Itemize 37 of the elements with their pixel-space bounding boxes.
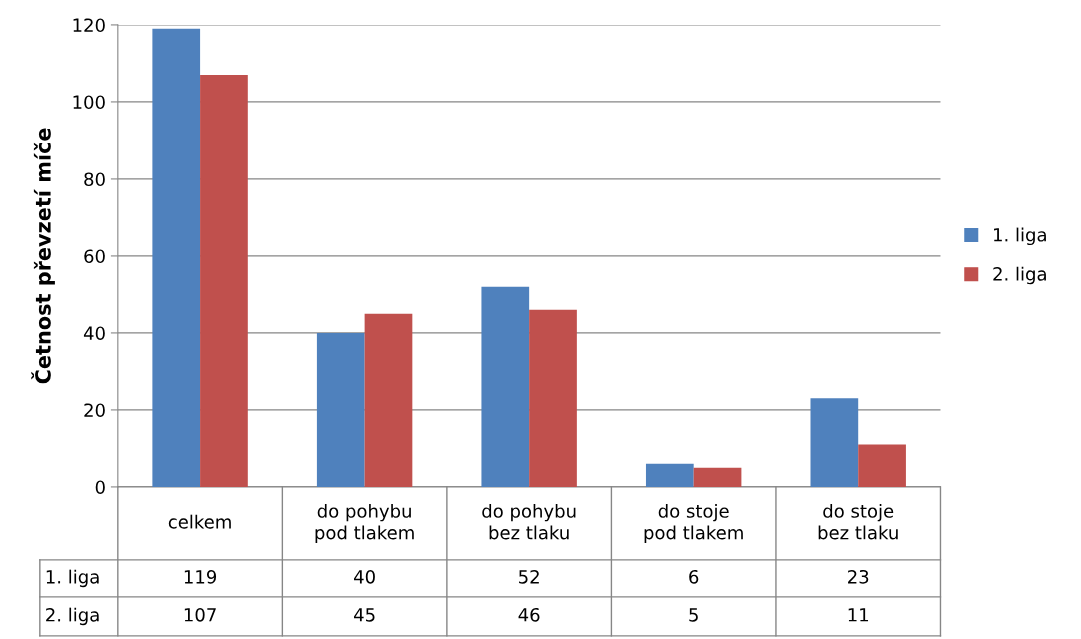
y-tick-label: 80	[84, 172, 105, 187]
data-label: 6	[689, 569, 699, 584]
text: 1. liga	[46, 569, 99, 588]
bar	[810, 398, 859, 487]
x-tick-label: celkem	[168, 514, 231, 529]
bar	[152, 28, 201, 487]
data-label: 40	[354, 569, 375, 584]
bar	[645, 463, 694, 487]
bar	[529, 309, 577, 487]
legend-label: 1. liga	[994, 227, 1046, 246]
bar	[364, 313, 413, 487]
bar	[316, 332, 365, 487]
data-label: 46	[518, 607, 540, 622]
data-label: 23	[848, 569, 869, 584]
bar	[858, 444, 906, 487]
x-tick-label: do pohybu pod tlakem	[315, 503, 414, 543]
x-tick-label: do pohybu bez tlaku	[482, 503, 576, 540]
bar	[200, 74, 248, 487]
data-label: 52	[519, 569, 539, 584]
y-tick-label: 20	[84, 403, 105, 418]
bar	[693, 467, 742, 487]
y-tick-label: 0	[95, 480, 105, 495]
data-label: 119	[184, 569, 217, 584]
y-tick-label: 60	[84, 249, 105, 264]
y-tick-label: 100	[73, 95, 105, 110]
y-tick-label: 120	[73, 18, 105, 33]
legend-label: 2. liga	[993, 266, 1046, 285]
x-tick-label: do stoje pod tlakem	[644, 503, 743, 543]
text: 2. liga	[46, 607, 99, 626]
y-axis-title: Četnost převzetí míče	[31, 128, 55, 384]
data-label: 107	[184, 607, 216, 622]
data-label: 11	[848, 608, 869, 622]
data-label: 5	[689, 608, 698, 622]
y-tick-label: 40	[83, 326, 105, 341]
bar	[481, 286, 530, 487]
data-label: 45	[354, 608, 375, 622]
x-tick-label: do stoje bez tlaku	[818, 503, 898, 540]
